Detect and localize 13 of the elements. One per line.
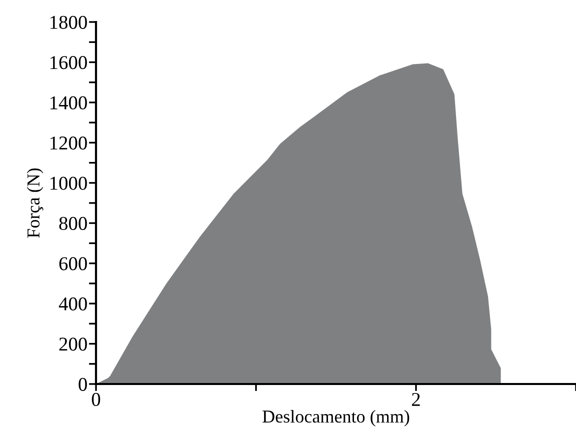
x-axis-title: Deslocamento (mm) — [262, 410, 410, 426]
y-tick-label: 800 — [59, 216, 87, 230]
y-tick-label: 1200 — [50, 136, 87, 150]
y-tick-label: 400 — [58, 297, 87, 310]
y-tick-label: 1400 — [50, 96, 87, 110]
y-tick-label: 200 — [59, 338, 87, 351]
y-tick-label: 1800 — [50, 16, 87, 29]
y-tick-label: 1600 — [50, 56, 87, 70]
y-tick-label: 1000 — [50, 176, 87, 190]
x-tick-label: 2 — [412, 392, 420, 406]
y-tick-label: 600 — [59, 257, 87, 270]
y-tick-label: 0 — [78, 378, 87, 391]
y-axis-title: Força (N) — [26, 168, 44, 238]
